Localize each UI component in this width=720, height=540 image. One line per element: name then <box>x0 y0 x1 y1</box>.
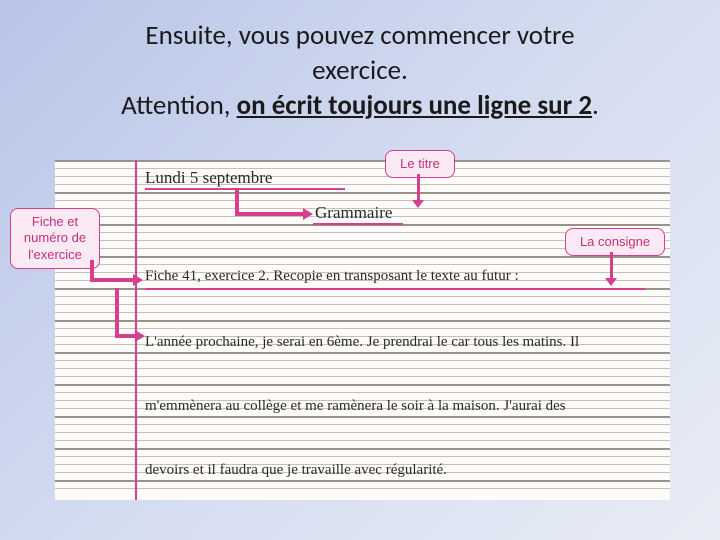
underline-date <box>145 188 345 190</box>
arrow-date-to-subject-h <box>235 212 305 216</box>
rule-line <box>55 368 670 369</box>
arrow-titre-v <box>417 174 420 202</box>
rule-line <box>55 200 670 201</box>
title-suffix: . <box>592 89 599 122</box>
rule-line <box>55 488 670 489</box>
notebook-paper: Lundi 5 septembre Grammaire Fiche 41, ex… <box>55 160 670 500</box>
handwriting-body-1: L'année prochaine, je serai en 6ème. Je … <box>145 334 579 351</box>
arrow-consigne-v <box>610 252 613 280</box>
handwriting-instruction: Fiche 41, exercice 2. Recopie en transpo… <box>145 268 519 285</box>
handwriting-subject: Grammaire <box>315 203 392 223</box>
handwriting-body-3: devoirs et il faudra que je travaille av… <box>145 462 447 479</box>
arrow-body-h <box>115 334 137 338</box>
title-prefix: Attention, <box>121 89 236 122</box>
arrow-fiche-h <box>90 278 135 282</box>
rule-line <box>55 296 670 297</box>
rule-line <box>55 312 670 313</box>
arrow-fiche-head <box>133 274 143 286</box>
handwriting-body-2: m'emmènera au collège et me ramènera le … <box>145 398 566 415</box>
rule-line <box>55 304 670 305</box>
rule-line <box>55 424 670 425</box>
title-line-1: Ensuite, vous pouvez commencer votre <box>40 18 680 53</box>
handwriting-date: Lundi 5 septembre <box>145 168 272 188</box>
arrow-body-v <box>115 288 119 338</box>
rule-line <box>55 376 670 377</box>
callout-titre: Le titre <box>385 150 455 178</box>
title-line-2: exercice. <box>40 53 680 88</box>
callout-consigne: La consigne <box>565 228 665 256</box>
rule-line <box>55 256 670 258</box>
rule-line <box>55 392 670 393</box>
rule-line <box>55 448 670 450</box>
rule-line <box>55 384 670 386</box>
rule-line <box>55 456 670 457</box>
callout-fiche-label: Fiche etnuméro del'exercice <box>24 214 86 262</box>
rule-line <box>55 360 670 361</box>
rule-line <box>55 328 670 329</box>
rule-line <box>55 352 670 354</box>
underline-instruction <box>145 288 645 290</box>
title-line-3: Attention, on écrit toujours une ligne s… <box>40 88 680 123</box>
rule-line <box>55 480 670 482</box>
arrow-titre-head <box>412 200 424 208</box>
rule-line <box>55 264 670 265</box>
title-bold: on écrit toujours une ligne sur 2 <box>237 89 592 122</box>
callout-fiche: Fiche etnuméro del'exercice <box>10 208 100 269</box>
slide-title: Ensuite, vous pouvez commencer votre exe… <box>0 0 720 135</box>
callout-consigne-label: La consigne <box>580 234 650 249</box>
rule-line <box>55 320 670 322</box>
callout-titre-label: Le titre <box>400 156 440 171</box>
rule-line <box>55 432 670 433</box>
underline-subject <box>313 223 403 225</box>
rule-line <box>55 192 670 194</box>
arrow-consigne-head <box>605 278 617 286</box>
arrow-body-head <box>135 330 145 342</box>
rule-line <box>55 416 670 418</box>
arrow-date-to-subject-head <box>303 208 313 220</box>
rule-line <box>55 160 670 162</box>
rule-line <box>55 440 670 441</box>
